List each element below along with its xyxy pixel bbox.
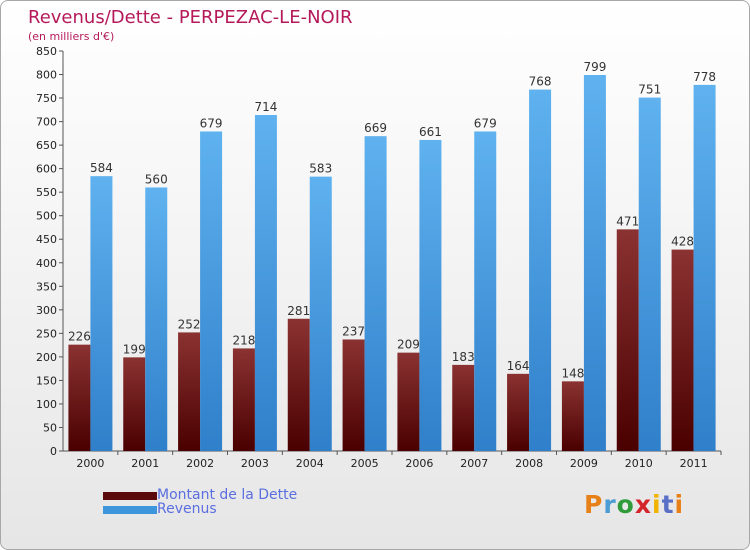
logo-letter: t	[661, 490, 675, 519]
x-tick-label: 2003	[241, 457, 269, 470]
chart-title: Revenus/Dette - PERPEZAC-LE-NOIR	[28, 7, 353, 28]
value-label-revenue: 751	[638, 83, 661, 97]
value-label-debt: 237	[342, 324, 365, 338]
bar-debt	[507, 373, 530, 451]
y-tick-label: 100	[36, 398, 57, 411]
bar-debt	[561, 381, 584, 451]
logo-letter: i	[652, 490, 662, 519]
value-label-debt: 183	[452, 350, 475, 364]
y-tick-label: 50	[43, 421, 57, 434]
x-tick-label: 2005	[351, 457, 379, 470]
bar-revenue	[419, 139, 442, 452]
x-tick-label: 2006	[405, 457, 433, 470]
y-tick-label: 600	[36, 163, 57, 176]
legend-swatch-revenue	[103, 506, 157, 514]
bar-debt	[68, 344, 91, 451]
logo-letter: i	[674, 490, 685, 519]
x-tick-label: 2008	[515, 457, 543, 470]
bar-revenue	[693, 84, 716, 451]
bar-revenue	[200, 131, 223, 451]
bar-revenue	[474, 131, 497, 451]
x-tick-label: 2009	[570, 457, 598, 470]
y-tick-label: 200	[36, 351, 57, 364]
bar-debt	[123, 357, 146, 451]
y-tick-label: 850	[36, 45, 57, 58]
bar-debt	[671, 249, 694, 451]
logo-letter: o	[616, 490, 635, 519]
chart-value-labels: 226 584 199 560 252 679 218 714 281 583 237 669 209 6…	[68, 60, 716, 380]
y-tick-label: 700	[36, 116, 57, 129]
y-tick-label: 550	[36, 186, 57, 199]
x-tick-label: 2007	[460, 457, 488, 470]
y-tick-label: 500	[36, 210, 57, 223]
value-label-debt: 471	[616, 214, 639, 228]
value-label-debt: 209	[397, 338, 420, 352]
bar-revenue	[583, 75, 606, 451]
x-tick-label: 2010	[625, 457, 653, 470]
value-label-revenue: 584	[90, 161, 113, 175]
value-label-debt: 199	[123, 342, 146, 356]
x-tick-label: 2001	[131, 457, 159, 470]
bar-debt	[287, 318, 310, 451]
y-tick-label: 750	[36, 92, 57, 105]
bar-debt	[397, 352, 420, 451]
y-tick-label: 450	[36, 233, 57, 246]
y-tick-label: 0	[50, 445, 57, 458]
x-tick-label: 2011	[680, 457, 708, 470]
legend-swatch-debt	[103, 492, 157, 500]
y-tick-label: 350	[36, 280, 57, 293]
value-label-revenue: 669	[364, 121, 387, 135]
bar-revenue	[529, 89, 552, 452]
bar-revenue	[90, 176, 113, 452]
chart-bars	[68, 75, 716, 452]
logo-letter: P	[584, 490, 604, 519]
y-tick-label: 800	[36, 69, 57, 82]
value-label-revenue: 661	[419, 125, 442, 139]
legend-label-revenue: Revenus	[157, 501, 217, 517]
chart-subtitle: (en milliers d'€)	[28, 30, 115, 43]
x-tick-label: 2000	[76, 457, 104, 470]
value-label-revenue: 583	[309, 162, 332, 176]
y-tick-label: 150	[36, 374, 57, 387]
value-label-revenue: 679	[200, 116, 223, 130]
value-label-revenue: 778	[693, 70, 716, 84]
value-label-revenue: 560	[145, 172, 168, 186]
value-label-debt: 148	[561, 366, 584, 380]
bar-revenue	[145, 187, 168, 451]
bar-debt	[616, 229, 639, 451]
bar-debt	[232, 348, 255, 451]
bar-revenue	[638, 97, 661, 452]
x-tick-label: 2004	[296, 457, 324, 470]
value-label-revenue: 714	[254, 100, 277, 114]
value-label-revenue: 768	[529, 75, 552, 89]
value-label-debt: 218	[232, 333, 255, 347]
chart-axes: 0 50 100 150 200 250 300 350 400 450 500 550 600 650 7…	[36, 45, 722, 470]
bar-revenue	[309, 176, 332, 451]
value-label-debt: 281	[287, 304, 310, 318]
bar-debt	[178, 332, 201, 451]
x-tick-label: 2002	[186, 457, 214, 470]
value-label-debt: 252	[178, 317, 201, 331]
y-tick-label: 250	[36, 327, 57, 340]
y-tick-label: 400	[36, 257, 57, 270]
bar-debt	[342, 339, 365, 451]
bar-revenue	[254, 115, 277, 451]
value-label-debt: 164	[507, 359, 530, 373]
value-label-revenue: 679	[474, 116, 497, 130]
value-label-debt: 428	[671, 235, 694, 249]
y-tick-label: 300	[36, 304, 57, 317]
logo-letter: x	[634, 490, 652, 519]
value-label-debt: 226	[68, 330, 91, 344]
y-tick-label: 650	[36, 139, 57, 152]
bar-revenue	[364, 136, 387, 452]
legend-label-debt: Montant de la Dette	[157, 487, 298, 503]
logo-letter: r	[603, 490, 617, 519]
bar-debt	[452, 364, 475, 451]
value-label-revenue: 799	[583, 60, 606, 74]
proxiti-logo: Proxiti	[584, 490, 684, 519]
